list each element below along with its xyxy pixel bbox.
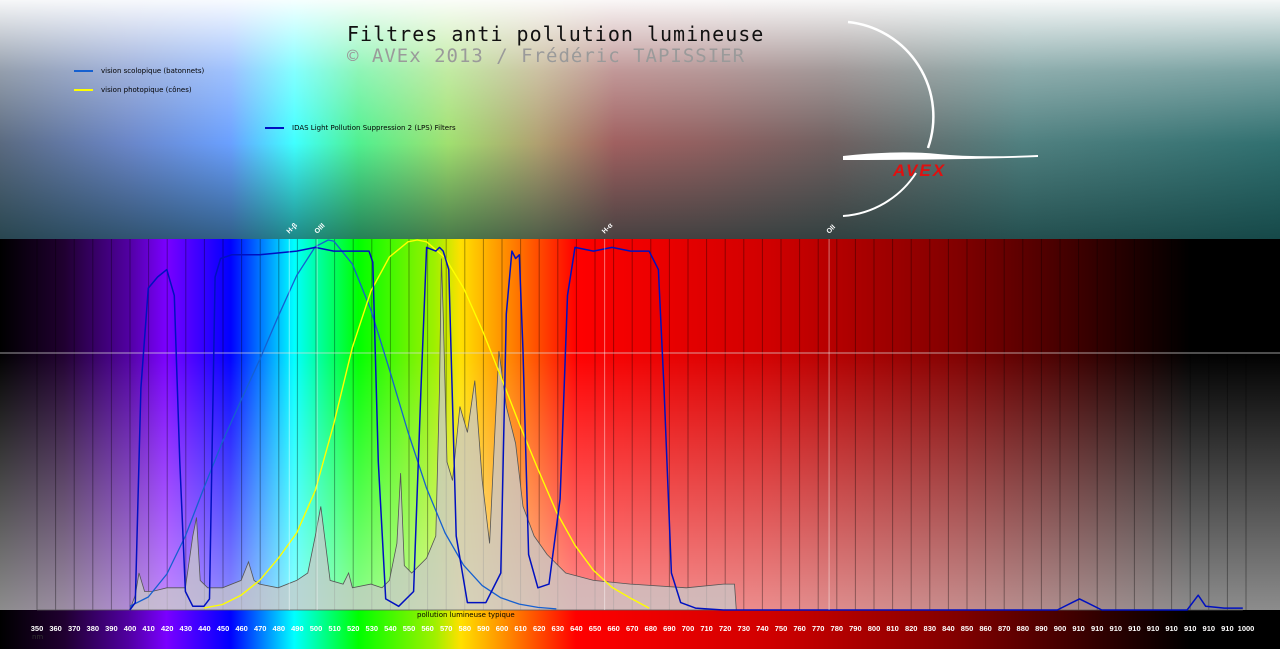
x-tick-label: 890 — [1035, 624, 1048, 633]
x-tick-label: 910 — [1091, 624, 1104, 633]
x-tick-label: 910 — [1072, 624, 1085, 633]
x-tick-label: 790 — [849, 624, 862, 633]
x-tick-label: 850 — [961, 624, 974, 633]
x-tick-label: 720 — [719, 624, 732, 633]
x-tick-label: 690 — [663, 624, 676, 633]
x-tick-label: 550 — [403, 624, 416, 633]
x-tick-label: 860 — [979, 624, 992, 633]
emission-line-label: H-β — [286, 222, 300, 236]
x-tick-label: 510 — [328, 624, 341, 633]
x-tick-label: 760 — [793, 624, 806, 633]
spectrum-fade — [0, 239, 1280, 610]
x-tick-label: 700 — [682, 624, 695, 633]
x-tick-label: 370 — [68, 624, 81, 633]
x-tick-label: 780 — [831, 624, 844, 633]
header-background — [0, 0, 1280, 239]
x-tick-label: 680 — [645, 624, 658, 633]
x-tick-label: 570 — [440, 624, 453, 633]
x-tick-label: 910 — [1221, 624, 1234, 633]
x-tick-label: 410 — [142, 624, 155, 633]
x-tick-label: 670 — [626, 624, 639, 633]
x-tick-label: 660 — [607, 624, 620, 633]
pollution-area — [37, 258, 1243, 611]
x-tick-label: 590 — [477, 624, 490, 633]
x-tick-label: 730 — [738, 624, 751, 633]
x-tick-label: 910 — [1184, 624, 1197, 633]
x-tick-label: 500 — [310, 624, 323, 633]
x-tick-label: 910 — [1203, 624, 1216, 633]
x-tick-label: 600 — [496, 624, 509, 633]
legend-filter: IDAS Light Pollution Suppression 2 (LPS)… — [265, 124, 456, 132]
legend-scotopic: vision scolopique (batonnets) — [74, 67, 204, 75]
emission-line-label: H-α — [601, 222, 615, 236]
svg-text:AVEX: AVEX — [892, 161, 946, 180]
x-tick-label: 1000 — [1238, 624, 1255, 633]
x-tick-label: 650 — [589, 624, 602, 633]
x-tick-label: 840 — [942, 624, 955, 633]
x-tick-label: 820 — [905, 624, 918, 633]
x-tick-label: 580 — [459, 624, 472, 633]
chart-title: Filtres anti pollution lumineuse — [347, 22, 765, 46]
x-tick-label: 440 — [198, 624, 211, 633]
x-tick-label: 910 — [1128, 624, 1141, 633]
chart-subtitle: © AVEx 2013 / Frédéric TAPISSIER — [347, 45, 746, 67]
x-tick-label: 900 — [1054, 624, 1067, 633]
x-tick-label: 810 — [886, 624, 899, 633]
x-tick-label: 540 — [384, 624, 397, 633]
area-label: pollution lumineuse typique — [417, 611, 515, 619]
x-tick-label: 830 — [924, 624, 937, 633]
x-tick-label: 740 — [756, 624, 769, 633]
x-tick-label: 420 — [161, 624, 174, 633]
emission-line-label: OII — [826, 224, 838, 236]
legend-photopic: vision photopique (cônes) — [74, 86, 192, 94]
photopic-curve — [203, 239, 650, 609]
x-tick-label: 630 — [552, 624, 565, 633]
x-tick-label: 610 — [514, 624, 527, 633]
x-tick-label: 560 — [421, 624, 434, 633]
x-tick-label: 910 — [1165, 624, 1178, 633]
x-tick-label: 380 — [87, 624, 100, 633]
x-unit-label: nm — [32, 633, 44, 641]
x-tick-label: 910 — [1110, 624, 1123, 633]
x-tick-label: 430 — [180, 624, 193, 633]
x-tick-label: 710 — [700, 624, 713, 633]
emission-line-label: OIII — [314, 222, 327, 235]
x-tick-label: 880 — [1017, 624, 1030, 633]
x-tick-label: 490 — [291, 624, 304, 633]
x-tick-label: 750 — [775, 624, 788, 633]
x-tick-label: 800 — [868, 624, 881, 633]
x-tick-label: 450 — [217, 624, 230, 633]
x-tick-label: 390 — [105, 624, 118, 633]
lps-filter-curve — [129, 246, 1243, 611]
x-tick-label: 400 — [124, 624, 137, 633]
x-tick-label: 770 — [812, 624, 825, 633]
x-tick-label: 520 — [347, 624, 360, 633]
x-tick-label: 350 — [31, 624, 44, 633]
x-tick-label: 360 — [49, 624, 62, 633]
x-tick-label: 620 — [533, 624, 546, 633]
x-tick-label: 910 — [1147, 624, 1160, 633]
x-tick-label: 470 — [254, 624, 267, 633]
x-tick-label: 640 — [570, 624, 583, 633]
x-tick-label: 480 — [273, 624, 286, 633]
avex-logo: AVEX — [842, 20, 1038, 217]
x-tick-label: 870 — [998, 624, 1011, 633]
scotopic-curve — [129, 239, 557, 610]
x-tick-label: 460 — [235, 624, 248, 633]
x-tick-label: 530 — [366, 624, 379, 633]
